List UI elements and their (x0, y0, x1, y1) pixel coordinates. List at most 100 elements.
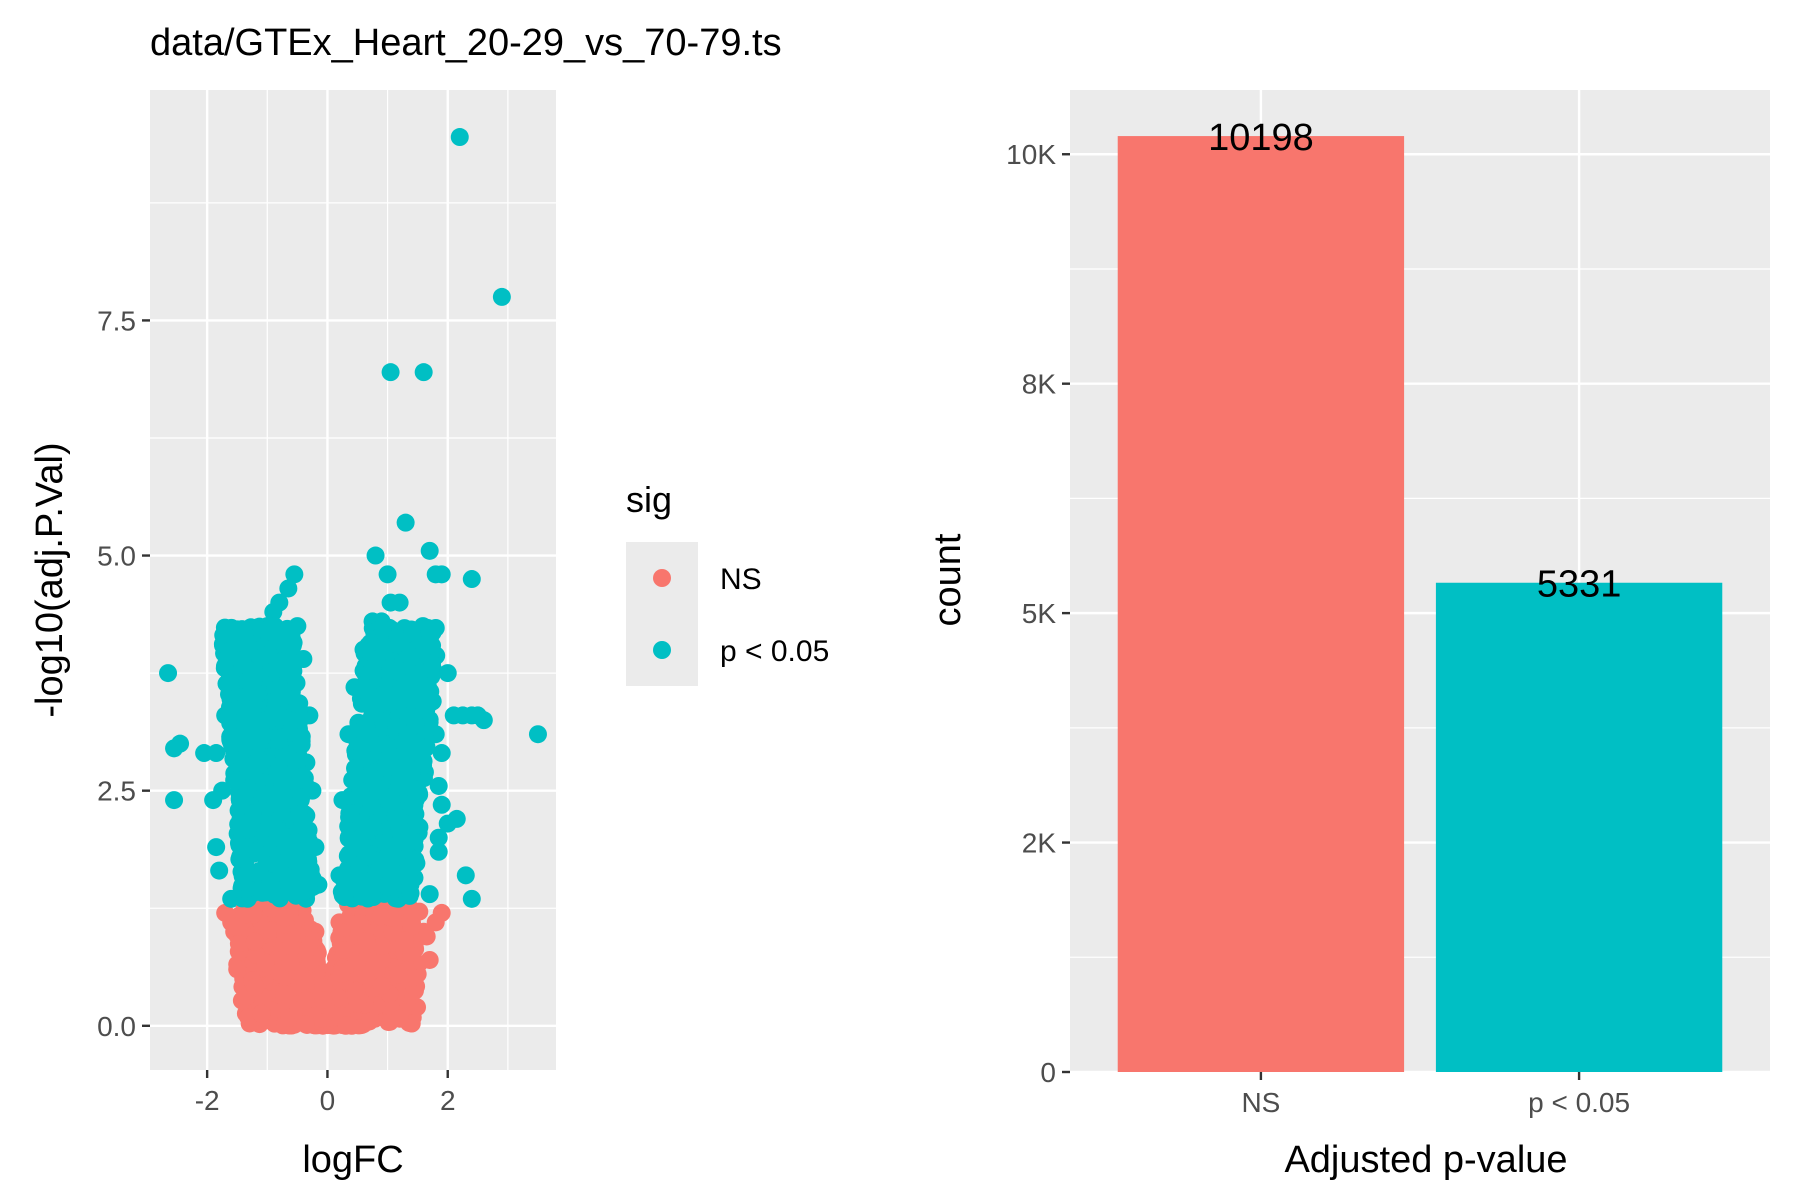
volcano-point-sig (236, 634, 255, 653)
volcano-point-sig (528, 725, 547, 744)
volcano-point-sig (335, 888, 354, 907)
volcano-point-sig (450, 128, 469, 147)
volcano-point-sig (371, 695, 390, 714)
bar-ns (1117, 136, 1405, 1072)
volcano-point-ns (252, 1004, 271, 1023)
bar-y-tick-label: 2K (1022, 828, 1057, 859)
volcano-point-sig (421, 682, 440, 701)
volcano-point-ns (275, 908, 294, 927)
volcano-point-sig (286, 870, 305, 889)
volcano-point-sig (356, 714, 375, 733)
volcano-point-sig (260, 784, 279, 803)
volcano-point-sig (403, 622, 422, 641)
volcano-point-sig (248, 684, 267, 703)
volcano-axes: -2 0 2 0.0 2.5 5.0 7.5 (97, 305, 455, 1116)
volcano-point-sig (272, 802, 291, 821)
volcano-y-axis-title: -log10(adj.P.Val) (29, 442, 71, 717)
volcano-point-sig (224, 727, 243, 746)
volcano-point-ns (281, 953, 300, 972)
volcano-point-sig (262, 622, 281, 641)
volcano-point-sig (270, 756, 289, 775)
volcano-point-sig (339, 829, 358, 848)
legend-label-sig: p < 0.05 (720, 635, 829, 668)
volcano-point-ns (216, 903, 235, 922)
bar-y-tick-label: 8K (1022, 369, 1057, 400)
volcano-point-sig (278, 829, 297, 848)
bar-data-label: 10198 (1208, 117, 1314, 159)
volcano-point-sig (420, 541, 439, 560)
volcano-point-sig (285, 565, 304, 584)
volcano-point-sig (252, 648, 271, 667)
bar-x-tick-label: p < 0.05 (1528, 1087, 1630, 1118)
volcano-point-sig (401, 646, 420, 665)
volcano-point-ns (256, 954, 275, 973)
volcano-point-ns (417, 927, 436, 946)
volcano-point-sig (432, 795, 451, 814)
legend-title: sig (626, 479, 672, 520)
volcano-point-sig (414, 752, 433, 771)
volcano-point-sig (401, 875, 420, 894)
volcano-point-sig (378, 565, 397, 584)
volcano-point-sig (289, 805, 308, 824)
volcano-point-sig (402, 831, 421, 850)
volcano-point-ns (372, 976, 391, 995)
bar-x-tick-label: NS (1241, 1087, 1280, 1118)
volcano-point-ns (296, 1015, 315, 1034)
volcano-point-ns (361, 1009, 380, 1028)
volcano-point-ns (347, 981, 366, 1000)
legend-keys-bg (626, 542, 698, 686)
volcano-point-sig (301, 840, 320, 859)
volcano-point-ns (332, 964, 351, 983)
volcano-point-sig (362, 796, 381, 815)
bar-y-tick-label: 5K (1022, 598, 1057, 629)
volcano-point-sig (406, 850, 425, 869)
volcano-point-ns (357, 932, 376, 951)
volcano-y-tick-label: 0.0 (97, 1011, 136, 1042)
volcano-point-sig (420, 885, 439, 904)
volcano-point-sig (238, 781, 257, 800)
volcano-point-sig (423, 654, 442, 673)
volcano-point-sig (409, 664, 428, 683)
volcano-point-ns (275, 985, 294, 1004)
volcano-point-ns (314, 990, 333, 1009)
volcano-point-sig (218, 626, 237, 645)
volcano-point-sig (355, 681, 374, 700)
volcano-point-sig (346, 759, 365, 778)
volcano-point-sig (297, 823, 316, 842)
volcano-point-sig (386, 863, 405, 882)
bar-sig (1435, 582, 1723, 1072)
volcano-point-sig (292, 735, 311, 754)
volcano-point-sig (233, 754, 252, 773)
volcano-point-sig (230, 836, 249, 855)
volcano-point-ns (402, 917, 421, 936)
volcano-point-sig (261, 872, 280, 891)
volcano-point-sig (349, 856, 368, 875)
volcano-point-sig (219, 642, 238, 661)
volcano-point-sig (207, 744, 226, 763)
volcano-x-axis-title: logFC (302, 1139, 403, 1181)
legend-key-ns (653, 569, 671, 587)
volcano-point-ns (227, 917, 246, 936)
bar-axes: 0 2K 5K 8K 10K NS p < 0.05 (1006, 139, 1630, 1118)
volcano-point-sig (438, 664, 457, 683)
volcano-point-sig (278, 619, 297, 638)
volcano-point-sig (377, 758, 396, 777)
volcano-point-ns (329, 988, 348, 1007)
volcano-point-ns (245, 932, 264, 951)
volcano-point-sig (417, 701, 436, 720)
volcano-point-sig (390, 593, 409, 612)
volcano-title: data/GTEx_Heart_20-29_vs_70-79.ts (150, 22, 782, 64)
volcano-point-sig (278, 849, 297, 868)
volcano-point-ns (390, 1009, 409, 1028)
volcano-point-sig (429, 776, 448, 795)
volcano-point-sig (207, 838, 226, 857)
volcano-point-sig (420, 629, 439, 648)
volcano-y-tick-label: 7.5 (97, 305, 136, 336)
volcano-point-sig (341, 804, 360, 823)
volcano-plot: data/GTEx_Heart_20-29_vs_70-79.ts -2 0 2 0.… (29, 22, 782, 1181)
volcano-point-sig (432, 565, 451, 584)
bar-y-tick-label: 0 (1040, 1057, 1056, 1088)
volcano-point-sig (234, 620, 253, 639)
volcano-point-ns (372, 937, 391, 956)
volcano-point-sig (381, 363, 400, 382)
